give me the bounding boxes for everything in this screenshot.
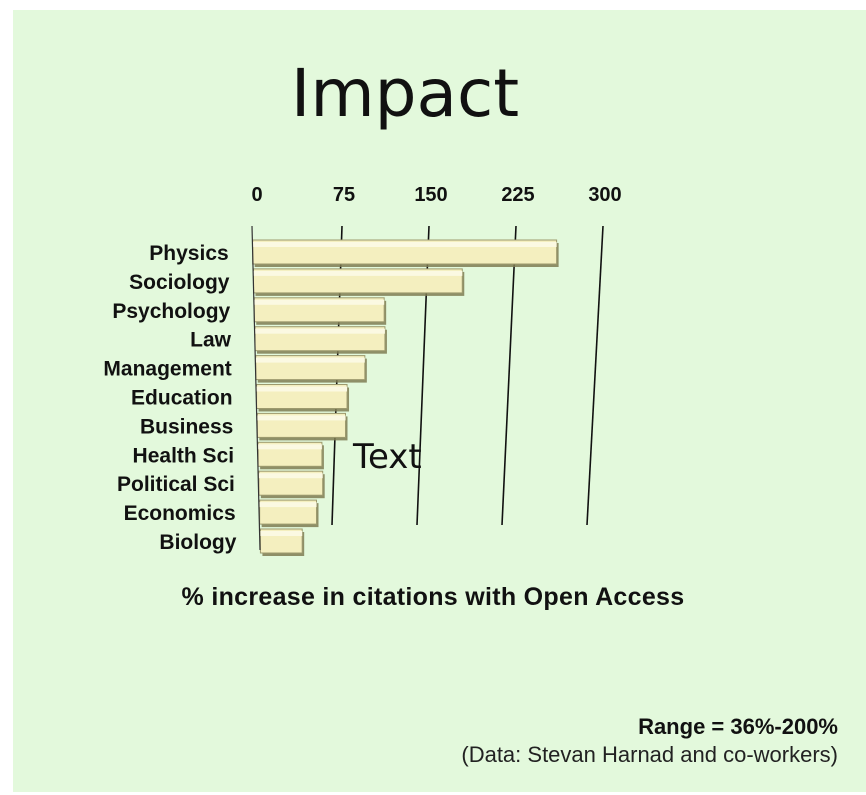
bar-highlight	[255, 357, 365, 363]
range-note: Range = 36%-200%	[638, 714, 838, 739]
bar-highlight	[255, 328, 385, 334]
category-label: Business	[140, 415, 233, 438]
bar-highlight	[258, 444, 322, 450]
bar-highlight	[254, 299, 385, 305]
category-label: Political Sci	[117, 473, 235, 496]
bar-highlight	[256, 386, 348, 392]
chart-title: Impact	[290, 55, 520, 132]
category-label: Health Sci	[133, 444, 235, 467]
x-tick-label: 225	[501, 184, 534, 206]
bar-highlight	[260, 531, 303, 536]
category-label: Psychology	[112, 300, 230, 323]
gridline	[586, 225, 604, 526]
x-axis-label: % increase in citations with Open Access	[181, 583, 685, 611]
bar-highlight	[258, 473, 323, 479]
bar-highlight	[253, 270, 463, 276]
x-tick-label: 300	[588, 184, 621, 206]
y-axis-line	[251, 225, 261, 551]
x-tick-label: 75	[333, 184, 355, 206]
bar-chart: 0 75 150 225 300 Physics Sociology Psychology La…	[103, 184, 622, 556]
category-label: Education	[131, 387, 233, 410]
category-label: Biology	[159, 531, 236, 554]
category-label: Sociology	[129, 271, 230, 294]
x-tick-label: 0	[251, 184, 262, 206]
category-label: Physics	[149, 242, 228, 265]
data-source: (Data: Stevan Harnad and co-workers)	[461, 742, 838, 767]
x-tick-label: 150	[414, 184, 447, 206]
gridline	[501, 225, 517, 526]
chart-annotation: Text	[352, 437, 422, 477]
category-label: Law	[190, 329, 232, 352]
slide-background	[13, 10, 866, 792]
bar-highlight	[259, 502, 317, 508]
category-label: Management	[103, 358, 231, 381]
bar-highlight	[257, 415, 346, 421]
category-label: Economics	[124, 502, 236, 525]
bar-highlight	[252, 242, 557, 247]
